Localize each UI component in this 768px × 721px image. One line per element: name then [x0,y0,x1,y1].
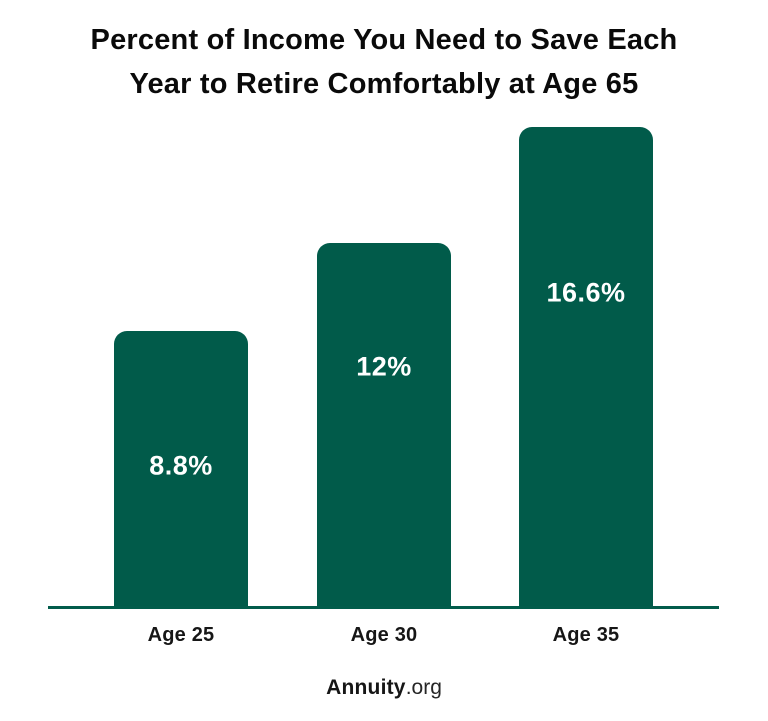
bar-age-30: 12% [317,243,451,606]
bar-age-35: 16.6% [519,127,653,606]
chart-title-line-2: Year to Retire Comfortably at Age 65 [129,68,639,100]
x-axis-label: Age 30 [350,624,418,646]
chart-title: Percent of Income You Need to Save Each … [0,18,768,106]
bar-value-label: 12% [356,351,412,382]
bar-value-label: 8.8% [149,450,213,481]
x-axis-label: Age 35 [552,624,620,646]
brand-name: Annuity [326,676,406,699]
chart-title-line-1: Percent of Income You Need to Save Each [90,24,678,56]
x-axis-label: Age 25 [147,624,215,646]
annuity-org-logo: Annuity.org [0,676,768,700]
brand-tld: .org [405,676,442,699]
bar-age-25: 8.8% [114,331,248,606]
x-axis-line [48,606,719,609]
bar-value-label: 16.6% [546,277,626,308]
